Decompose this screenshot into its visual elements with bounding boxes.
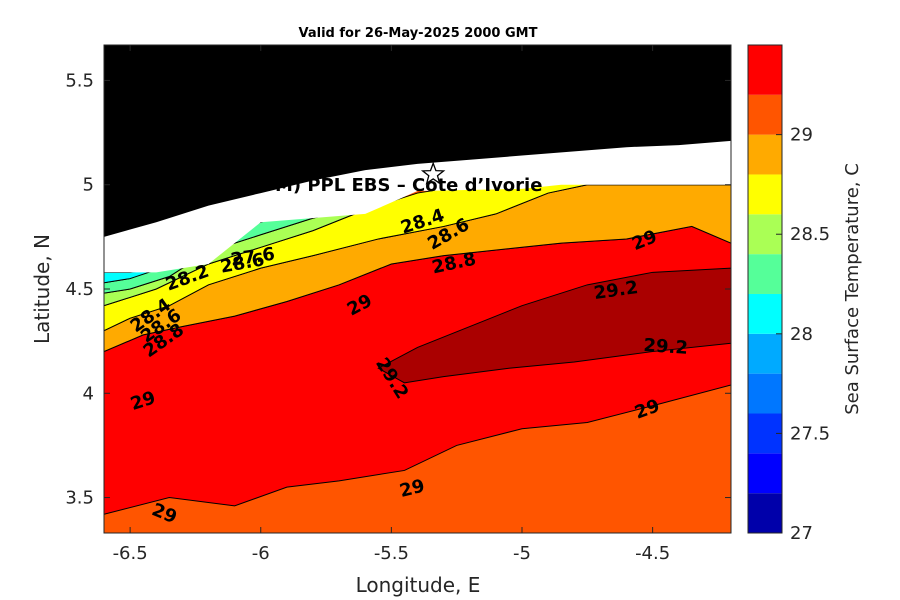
colorbar-tick-label: 28 — [790, 324, 813, 345]
colorbar-band — [748, 94, 782, 135]
colorbar-band — [748, 333, 782, 374]
contour-label: 29.2 — [643, 335, 689, 359]
contour-labels: 29292929292929.229.229.228.828.628.428.2… — [127, 161, 689, 528]
colorbar-tick-label: 27 — [790, 523, 813, 544]
y-axis-label: Latitude, N — [30, 234, 54, 344]
site-annotation: A (ONHYM) PPL EBS – Cote d’Ivorie — [188, 175, 542, 196]
colorbar-tick-label: 27.5 — [790, 423, 830, 444]
colorbar-band — [748, 254, 782, 294]
colorbar-tick-label: 28.5 — [790, 224, 830, 245]
y-axis: 3.5 4 4.5 5 5.5 — [65, 70, 731, 509]
colorbar-band — [748, 45, 782, 95]
sst-contour-map — [104, 45, 731, 533]
colorbar-tick-label: 29 — [790, 125, 813, 146]
x-axis-label: Longitude, E — [356, 573, 481, 597]
colorbar-band — [748, 493, 782, 533]
y-tick-label: 4.5 — [65, 279, 94, 300]
colorbar-band — [748, 134, 782, 175]
colorbar: 27 27.5 28 28.5 29 — [747, 44, 830, 544]
chart-title: Valid for 26-May-2025 2000 GMT — [299, 26, 538, 41]
x-tick-label: -5.5 — [374, 543, 409, 564]
land-area — [104, 45, 731, 237]
colorbar-band — [748, 373, 782, 414]
colorbar-band — [748, 174, 782, 215]
y-tick-label: 4 — [83, 383, 94, 404]
star-marker-icon — [420, 161, 446, 185]
x-axis: -6.5 -6 -5.5 -5 -4.5 — [113, 45, 670, 564]
sst-region-29.2 — [377, 267, 731, 384]
y-tick-label: 5.5 — [65, 70, 94, 91]
x-tick-label: -4.5 — [635, 543, 670, 564]
y-tick-label: 5 — [83, 175, 94, 196]
colorbar-band — [748, 293, 782, 334]
colorbar-label: Sea Surface Temperature, C — [842, 163, 863, 415]
x-tick-label: -5 — [513, 543, 531, 564]
colorbar-frame — [747, 44, 783, 534]
x-tick-label: -6.5 — [113, 543, 148, 564]
y-tick-label: 3.5 — [65, 488, 94, 509]
colorbar-band — [748, 453, 782, 494]
x-tick-label: -6 — [252, 543, 270, 564]
